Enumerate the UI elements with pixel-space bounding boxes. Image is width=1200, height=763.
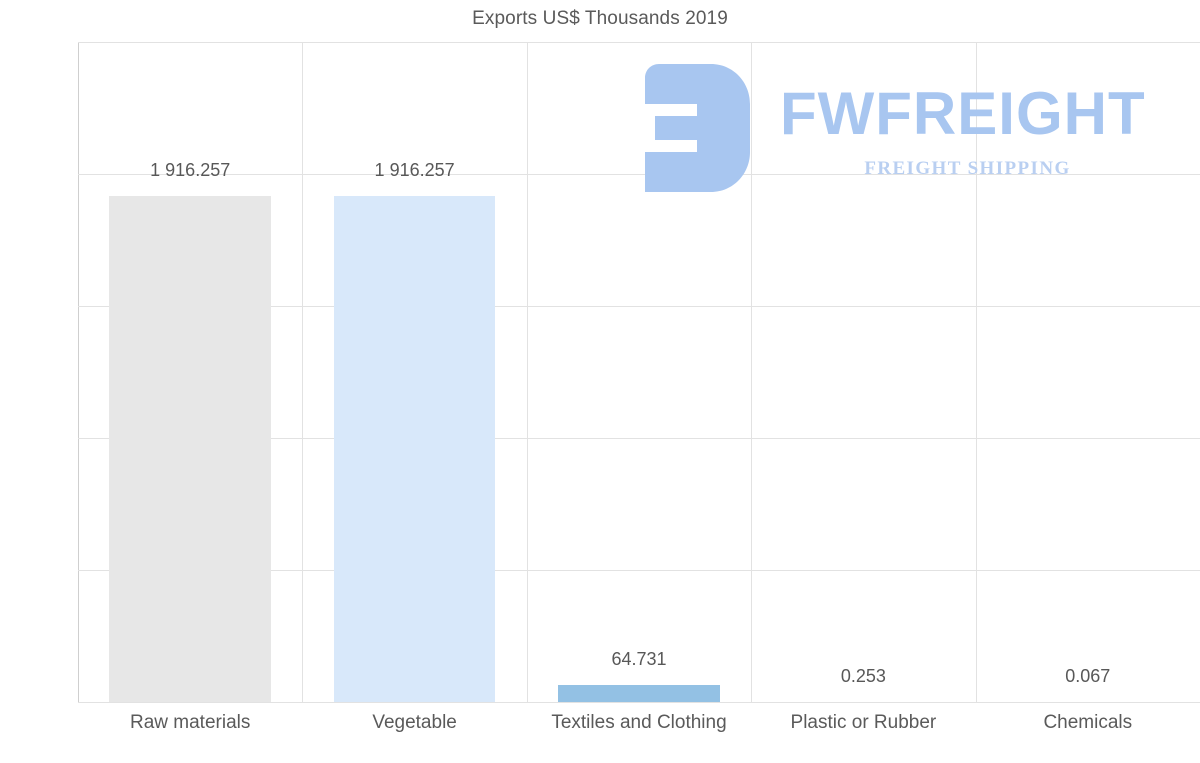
gridline-horizontal [78, 702, 1200, 703]
x-axis-category-label: Chemicals [1043, 712, 1133, 733]
gridline-vertical [751, 42, 752, 702]
gridline-horizontal [78, 570, 1200, 571]
gridline-vertical [527, 42, 528, 702]
gridline-horizontal [78, 174, 1200, 175]
bar[interactable] [333, 196, 496, 702]
bar[interactable] [558, 684, 720, 702]
gridline-horizontal [78, 438, 1200, 439]
gridline-vertical [976, 42, 977, 702]
plot-area [78, 42, 1200, 703]
gridline-horizontal [78, 42, 1200, 43]
y-axis-line [78, 42, 79, 703]
x-axis-category-label: Textiles and Clothing [551, 712, 727, 733]
bar-value-label: 64.731 [611, 648, 667, 669]
gridline-horizontal [78, 306, 1200, 307]
x-axis-category-label: Plastic or Rubber [790, 712, 937, 733]
bar-value-label: 1 916.257 [150, 160, 231, 181]
bar-value-label: 0.253 [840, 665, 886, 686]
gridline-vertical [302, 42, 303, 702]
chart-title: Exports US$ Thousands 2019 [472, 8, 728, 29]
bar[interactable] [109, 196, 271, 702]
x-axis-category-label: Raw materials [130, 712, 251, 733]
x-axis-category-label: Vegetable [372, 712, 457, 733]
bar-value-label: 1 916.257 [374, 160, 455, 181]
bar-value-label: 0.067 [1065, 665, 1111, 686]
